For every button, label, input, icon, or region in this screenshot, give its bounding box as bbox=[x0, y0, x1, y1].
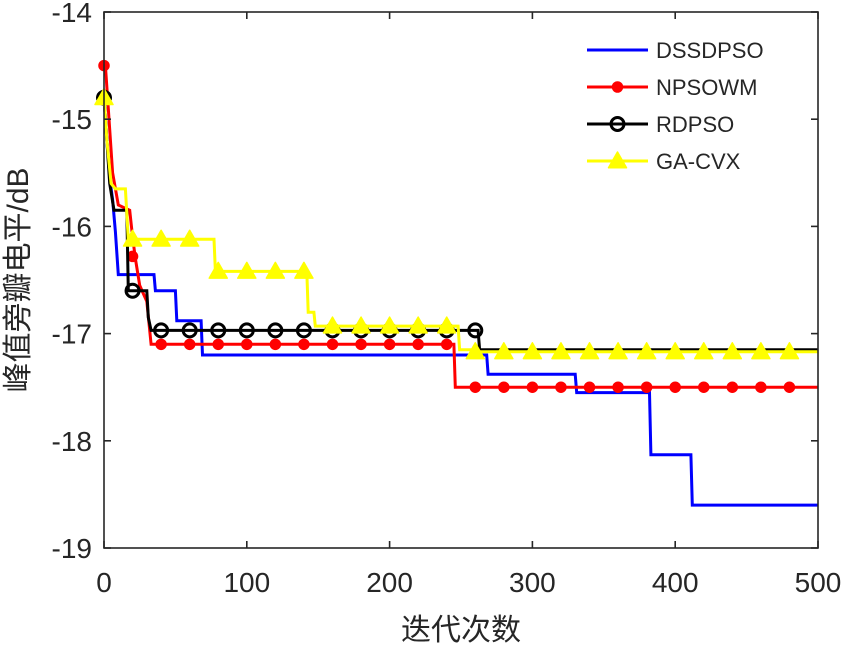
legend-marker bbox=[609, 116, 626, 132]
legend-marker bbox=[607, 151, 628, 169]
data-point bbox=[665, 342, 685, 360]
data-point bbox=[238, 322, 255, 339]
legend-item: GA-CVX bbox=[587, 149, 741, 174]
data-point bbox=[465, 342, 486, 360]
x-tick-label: 300 bbox=[509, 567, 556, 598]
data-point bbox=[579, 342, 600, 360]
data-point bbox=[467, 322, 484, 339]
y-tick-label: -17 bbox=[52, 319, 92, 350]
y-tick-label: -19 bbox=[52, 533, 92, 564]
data-point bbox=[583, 381, 596, 393]
data-point bbox=[181, 322, 198, 339]
legend-label: DSSDPSO bbox=[656, 38, 764, 63]
data-point bbox=[636, 342, 657, 360]
data-point bbox=[751, 342, 771, 360]
data-point bbox=[267, 322, 284, 339]
data-point bbox=[612, 381, 624, 393]
data-point bbox=[122, 229, 143, 247]
y-tick-label: -18 bbox=[52, 426, 92, 457]
data-point bbox=[383, 338, 396, 351]
data-point bbox=[408, 316, 428, 334]
data-point bbox=[755, 381, 767, 393]
data-point bbox=[294, 261, 314, 279]
data-point bbox=[608, 342, 628, 360]
legend: DSSDPSO NPSOWM RDPSO GA-CVX bbox=[578, 30, 806, 178]
data-point bbox=[669, 381, 681, 393]
data-point bbox=[212, 338, 224, 351]
data-point bbox=[298, 338, 310, 351]
series-npsowm bbox=[98, 59, 818, 393]
data-point bbox=[726, 381, 739, 393]
x-tick-label: 400 bbox=[652, 567, 699, 598]
data-point bbox=[494, 342, 514, 360]
data-point bbox=[694, 342, 714, 360]
data-point bbox=[440, 338, 453, 351]
data-point bbox=[179, 229, 200, 247]
data-point bbox=[551, 342, 571, 360]
data-point bbox=[779, 342, 800, 360]
legend-label: NPSOWM bbox=[656, 75, 757, 100]
series-layer bbox=[94, 59, 818, 507]
data-point bbox=[783, 381, 796, 393]
data-point bbox=[351, 316, 371, 334]
data-point bbox=[183, 338, 196, 351]
legend-item: DSSDPSO bbox=[587, 38, 764, 63]
data-point bbox=[326, 338, 339, 351]
data-point bbox=[698, 381, 710, 393]
series-dssdpso bbox=[102, 97, 818, 507]
data-point bbox=[379, 316, 400, 334]
data-point bbox=[153, 322, 170, 339]
x-tick-label: 0 bbox=[96, 567, 112, 598]
data-point bbox=[555, 381, 567, 393]
data-point bbox=[269, 338, 282, 351]
data-point bbox=[498, 381, 510, 393]
series-line bbox=[102, 97, 818, 507]
data-point bbox=[241, 338, 253, 351]
data-point bbox=[526, 381, 539, 393]
y-tick-label: -16 bbox=[52, 211, 92, 242]
plot-frame bbox=[103, 11, 819, 549]
series-line bbox=[102, 97, 818, 352]
data-point bbox=[295, 322, 312, 339]
y-axis-title: 峰值旁瓣电平/dB bbox=[2, 167, 35, 392]
data-point bbox=[412, 338, 424, 351]
x-tick-label: 200 bbox=[366, 567, 413, 598]
data-point bbox=[355, 338, 367, 351]
legend-label: GA-CVX bbox=[656, 149, 741, 174]
legend-item: NPSOWM bbox=[587, 75, 757, 100]
axes-layer: 0 100 200 300 400 500 -14 -15 -16 -17 -18 -19 bbox=[52, 0, 842, 598]
data-point bbox=[124, 282, 141, 299]
data-point bbox=[237, 261, 257, 279]
x-tick-label: 500 bbox=[795, 567, 842, 598]
data-point bbox=[265, 261, 286, 279]
legend-marker bbox=[611, 81, 624, 93]
data-point bbox=[436, 316, 457, 334]
series-ga-cvx bbox=[94, 88, 818, 360]
data-point bbox=[155, 338, 167, 351]
y-tick-label: -14 bbox=[52, 0, 92, 28]
x-tick-label: 100 bbox=[223, 567, 270, 598]
legend-item: RDPSO bbox=[587, 112, 734, 137]
y-tick-label: -15 bbox=[52, 104, 92, 135]
data-point bbox=[208, 261, 228, 279]
data-point bbox=[722, 342, 743, 360]
data-point bbox=[640, 381, 653, 393]
legend-label: RDPSO bbox=[656, 112, 734, 137]
data-point bbox=[322, 316, 343, 334]
data-point bbox=[469, 381, 482, 393]
data-point bbox=[522, 342, 543, 360]
data-point bbox=[151, 229, 171, 247]
x-axis-title: 迭代次数 bbox=[401, 614, 521, 647]
data-point bbox=[210, 322, 227, 339]
